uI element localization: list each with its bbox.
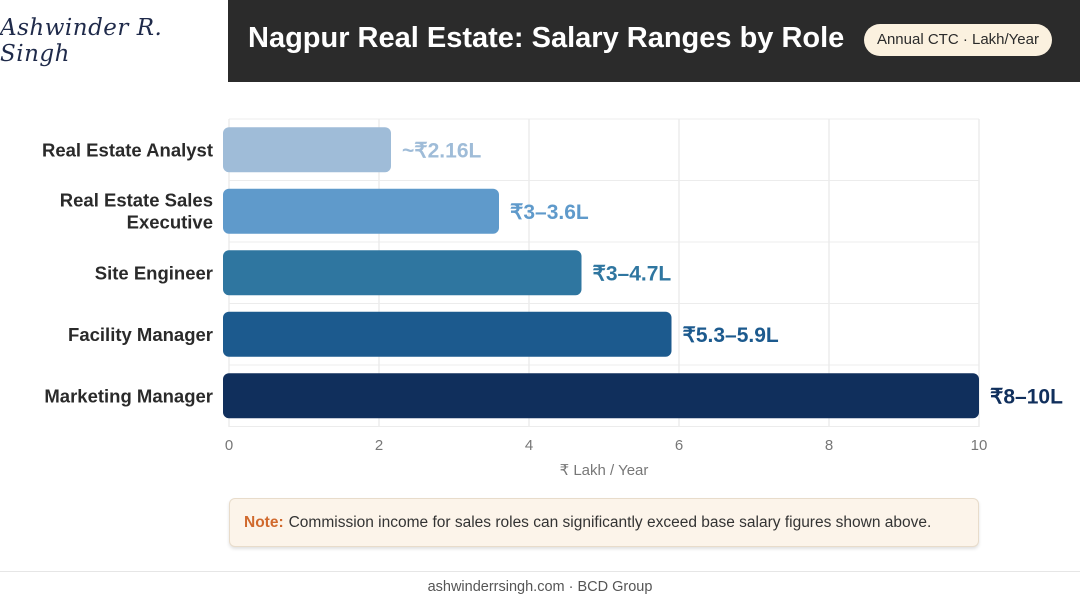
- bar: [223, 188, 499, 234]
- x-axis-ticks: 0 2 4 6 8 10: [225, 437, 988, 454]
- category-label: Real Estate Sales Executive: [60, 189, 213, 232]
- category-labels: Real Estate Analyst Real Estate Sales Exec…: [42, 139, 213, 406]
- category-label: Site Engineer: [95, 262, 213, 283]
- bar: [223, 250, 582, 296]
- footer-divider: [0, 571, 1080, 572]
- x-tick-label: 0: [225, 437, 233, 454]
- category-label: Real Estate Analyst: [42, 139, 213, 160]
- header-bar: Nagpur Real Estate: Salary Ranges by Rol…: [228, 0, 1080, 82]
- unit-badge: Annual CTC · Lakh/Year: [863, 24, 1052, 56]
- x-axis-label: ₹ Lakh / Year: [560, 462, 649, 479]
- chart-bars: [223, 127, 979, 419]
- value-label: ₹3–3.6L: [510, 201, 589, 224]
- category-label: Facility Manager: [68, 324, 213, 345]
- x-tick-label: 10: [971, 437, 988, 454]
- x-tick-label: 4: [525, 437, 533, 454]
- note-label: Note:: [244, 513, 284, 531]
- x-tick-label: 2: [375, 437, 383, 454]
- page-title: Nagpur Real Estate: Salary Ranges by Rol…: [248, 22, 845, 54]
- value-label: ~₹2.16L: [402, 139, 481, 162]
- value-label: ₹5.3–5.9L: [683, 324, 779, 347]
- value-label: ₹3–4.7L: [593, 262, 672, 285]
- value-label: ₹8–10L: [990, 385, 1063, 408]
- bar: [223, 373, 979, 419]
- note-text: Commission income for sales roles can si…: [288, 513, 932, 531]
- bar: [223, 127, 391, 173]
- note-box: Note: Commission income for sales roles …: [229, 498, 979, 547]
- value-labels: ~₹2.16L ₹3–3.6L ₹3–4.7L ₹5.3–5.9L ₹8–10L: [402, 139, 1063, 408]
- brand-signature: Ashwinder R. Singh: [0, 0, 228, 82]
- salary-bar-chart: Real Estate Analyst Real Estate Sales Exec…: [42, 118, 1063, 479]
- bar: [223, 311, 672, 357]
- x-tick-label: 8: [825, 437, 833, 454]
- brand-name: Ashwinder R. Singh: [0, 15, 163, 67]
- category-label: Marketing Manager: [44, 385, 213, 406]
- footer-text: ashwinderrsingh.com · BCD Group: [427, 579, 653, 595]
- x-tick-label: 6: [675, 437, 683, 454]
- chart-grid: [228, 118, 980, 427]
